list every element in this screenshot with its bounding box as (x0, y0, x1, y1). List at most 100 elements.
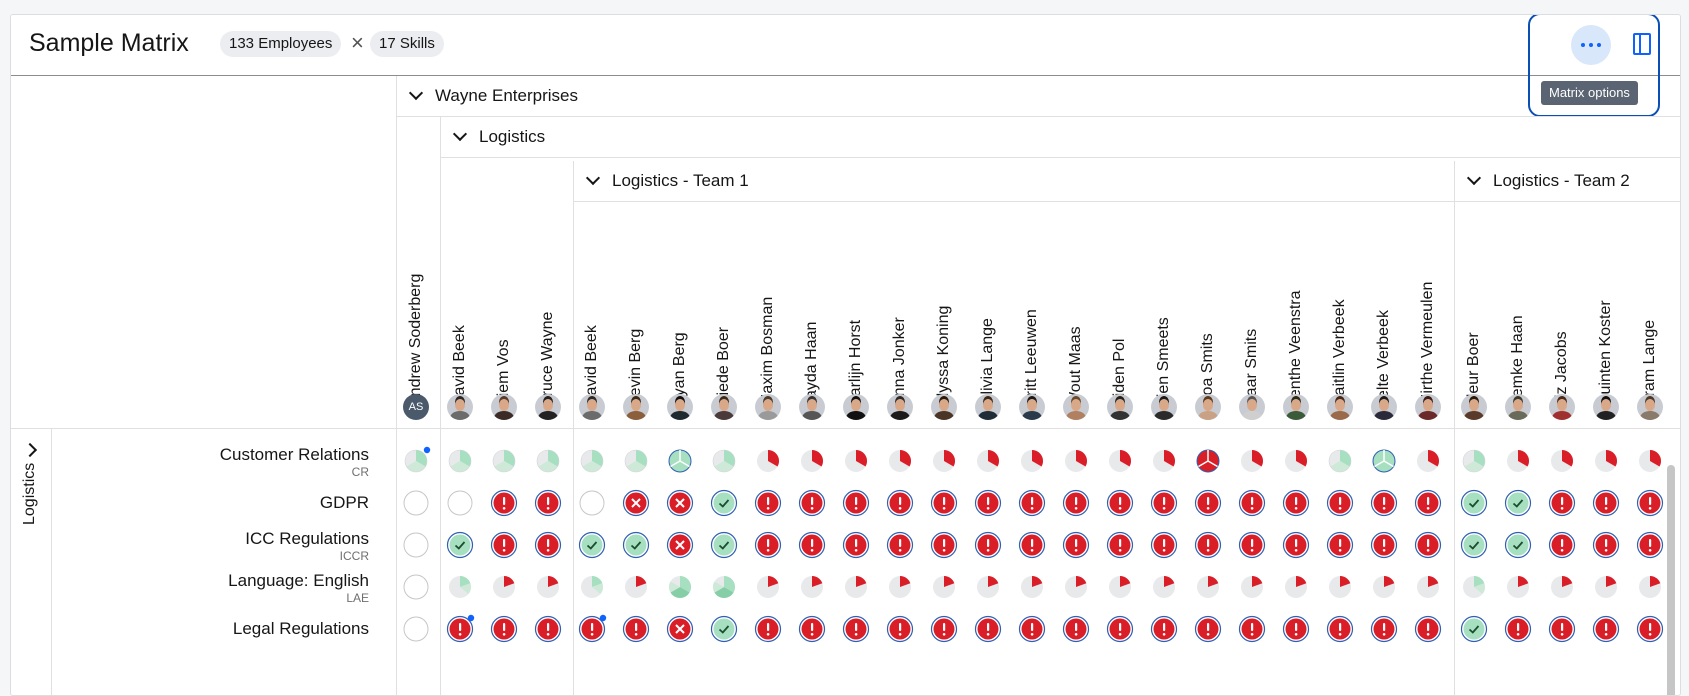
skill-level-cell-small-red[interactable] (1107, 574, 1133, 600)
skill-level-cell-small-red[interactable] (799, 574, 825, 600)
skill-level-cell-alert[interactable] (1062, 615, 1090, 643)
skill-row-label[interactable]: GDPR (320, 493, 369, 513)
skill-level-cell-pie-red[interactable] (1151, 448, 1177, 474)
skill-row-label[interactable]: Language: English LAE (228, 571, 369, 605)
skill-level-cell-alert[interactable] (1194, 531, 1222, 559)
skill-level-cell-small-red[interactable] (843, 574, 869, 600)
skill-level-cell-alert[interactable] (1636, 531, 1664, 559)
skill-level-cell-pie-green[interactable] (535, 448, 561, 474)
skill-level-cell-alert[interactable] (1018, 489, 1046, 517)
skill-level-cell-pie-red[interactable] (1593, 448, 1619, 474)
skill-level-cell-alert[interactable] (534, 615, 562, 643)
skill-level-cell-small-red[interactable] (491, 574, 517, 600)
skill-row-label[interactable]: ICC Regulations ICCR (245, 529, 369, 563)
skill-level-cell-pie-red[interactable] (931, 448, 957, 474)
avatar[interactable] (491, 394, 517, 420)
avatar[interactable] (975, 394, 1001, 420)
skill-level-cell-small-red[interactable] (1593, 574, 1619, 600)
skill-level-cell-alert[interactable] (1194, 489, 1222, 517)
skill-level-cell-alert[interactable] (1326, 531, 1354, 559)
skill-level-cell-cross[interactable] (622, 489, 650, 517)
employee-column-name[interactable]: Bruce Wayne (539, 311, 556, 407)
skill-level-cell-small-red[interactable] (1019, 574, 1045, 600)
employee-column-name[interactable]: Maxim Bosman (759, 296, 776, 407)
skill-level-cell-alert[interactable] (1636, 489, 1664, 517)
skill-level-cell-pie-red[interactable] (1107, 448, 1133, 474)
skill-level-cell-alert[interactable] (930, 531, 958, 559)
employees-count-chip[interactable]: 133 Employees (220, 31, 342, 57)
group-header-dept[interactable]: Logistics (440, 117, 1680, 158)
skill-level-cell-pie-red[interactable] (1063, 448, 1089, 474)
avatar[interactable] (887, 394, 913, 420)
skill-level-cell-alert[interactable] (1636, 615, 1664, 643)
skill-level-cell-alert[interactable] (1282, 531, 1310, 559)
skill-row-label[interactable]: Customer Relations CR (220, 445, 369, 479)
skill-level-cell-small-red[interactable] (1239, 574, 1265, 600)
skill-level-cell-alert[interactable] (1106, 615, 1134, 643)
employee-column-name[interactable]: Britt Leeuwen (1023, 309, 1040, 407)
skill-level-cell-check[interactable] (578, 531, 606, 559)
skill-level-cell-pie-green-dot[interactable] (403, 446, 431, 474)
skill-level-cell-check[interactable] (710, 531, 738, 559)
skill-level-cell-alert[interactable] (1238, 615, 1266, 643)
skill-level-cell-cross[interactable] (666, 531, 694, 559)
group-header-team1[interactable]: Logistics - Team 1 (573, 161, 1461, 202)
skill-level-cell-alert[interactable] (842, 615, 870, 643)
group-header-team2[interactable]: Logistics - Team 2 (1454, 161, 1680, 202)
skill-level-cell-alert[interactable] (1150, 615, 1178, 643)
skill-level-cell-alert[interactable] (1018, 615, 1046, 643)
employee-column-name[interactable]: Caitlin Verbeek (1331, 299, 1348, 407)
avatar[interactable] (1327, 394, 1353, 420)
employee-column-name[interactable]: Quinten Koster (1597, 300, 1614, 407)
skill-level-cell-empty[interactable] (403, 532, 429, 558)
employee-column-name[interactable]: Mirthe Vermeulen (1419, 281, 1436, 407)
avatar[interactable] (579, 394, 605, 420)
skill-level-cell-alert[interactable] (974, 489, 1002, 517)
skill-level-cell-alert[interactable] (1548, 531, 1576, 559)
avatar[interactable] (447, 394, 473, 420)
row-group-logistics[interactable]: Logistics (11, 429, 52, 695)
skill-level-cell-alert[interactable] (1018, 531, 1046, 559)
skill-level-cell-alert[interactable] (1194, 615, 1222, 643)
skill-level-cell-alert[interactable] (1548, 615, 1576, 643)
skill-level-cell-pie-red[interactable] (1637, 448, 1663, 474)
skill-level-cell-pie-green3[interactable] (667, 448, 693, 474)
skill-level-cell-big-green[interactable] (667, 574, 693, 600)
skills-count-chip[interactable]: 17 Skills (370, 31, 444, 57)
skill-level-cell-alert[interactable] (1062, 489, 1090, 517)
skill-level-cell-alert[interactable] (1370, 531, 1398, 559)
skill-level-cell-pie-red[interactable] (799, 448, 825, 474)
skill-level-cell-pie-red[interactable] (1415, 448, 1441, 474)
avatar[interactable] (1239, 394, 1265, 420)
skill-level-cell-alert[interactable] (974, 615, 1002, 643)
skill-level-cell-small-red[interactable] (1283, 574, 1309, 600)
skill-level-cell-alert-dot[interactable] (446, 614, 475, 643)
skill-level-cell-alert[interactable] (534, 531, 562, 559)
vertical-scrollbar[interactable] (1667, 465, 1675, 695)
skill-level-cell-pie-red[interactable] (1505, 448, 1531, 474)
skill-level-cell-pie-red[interactable] (755, 448, 781, 474)
avatar[interactable] (1549, 394, 1575, 420)
skill-level-cell-pie-red[interactable] (843, 448, 869, 474)
avatar[interactable] (1195, 394, 1221, 420)
avatar[interactable] (1107, 394, 1133, 420)
employee-column-name[interactable]: Alyssa Koning (935, 305, 952, 407)
skill-level-cell-small-red[interactable] (1637, 574, 1663, 600)
avatar[interactable] (1063, 394, 1089, 420)
skill-level-cell-empty[interactable] (447, 490, 473, 516)
avatar[interactable] (535, 394, 561, 420)
skill-level-cell-small-red[interactable] (1195, 574, 1221, 600)
skill-row-label[interactable]: Legal Regulations (233, 619, 369, 639)
avatar[interactable] (1505, 394, 1531, 420)
skill-level-cell-alert[interactable] (798, 489, 826, 517)
employee-column-name[interactable]: Lenthe Veenstra (1287, 290, 1304, 407)
skill-level-cell-small-red[interactable] (1549, 574, 1575, 600)
skill-level-cell-alert[interactable] (754, 531, 782, 559)
avatar[interactable] (1151, 394, 1177, 420)
side-panel-toggle-icon[interactable] (1633, 33, 1651, 55)
avatar[interactable] (1415, 394, 1441, 420)
skill-level-cell-pie-green[interactable] (447, 448, 473, 474)
skill-level-cell-small-red[interactable] (1505, 574, 1531, 600)
skill-level-cell-pie-green[interactable] (711, 448, 737, 474)
skill-level-cell-alert[interactable] (1062, 531, 1090, 559)
